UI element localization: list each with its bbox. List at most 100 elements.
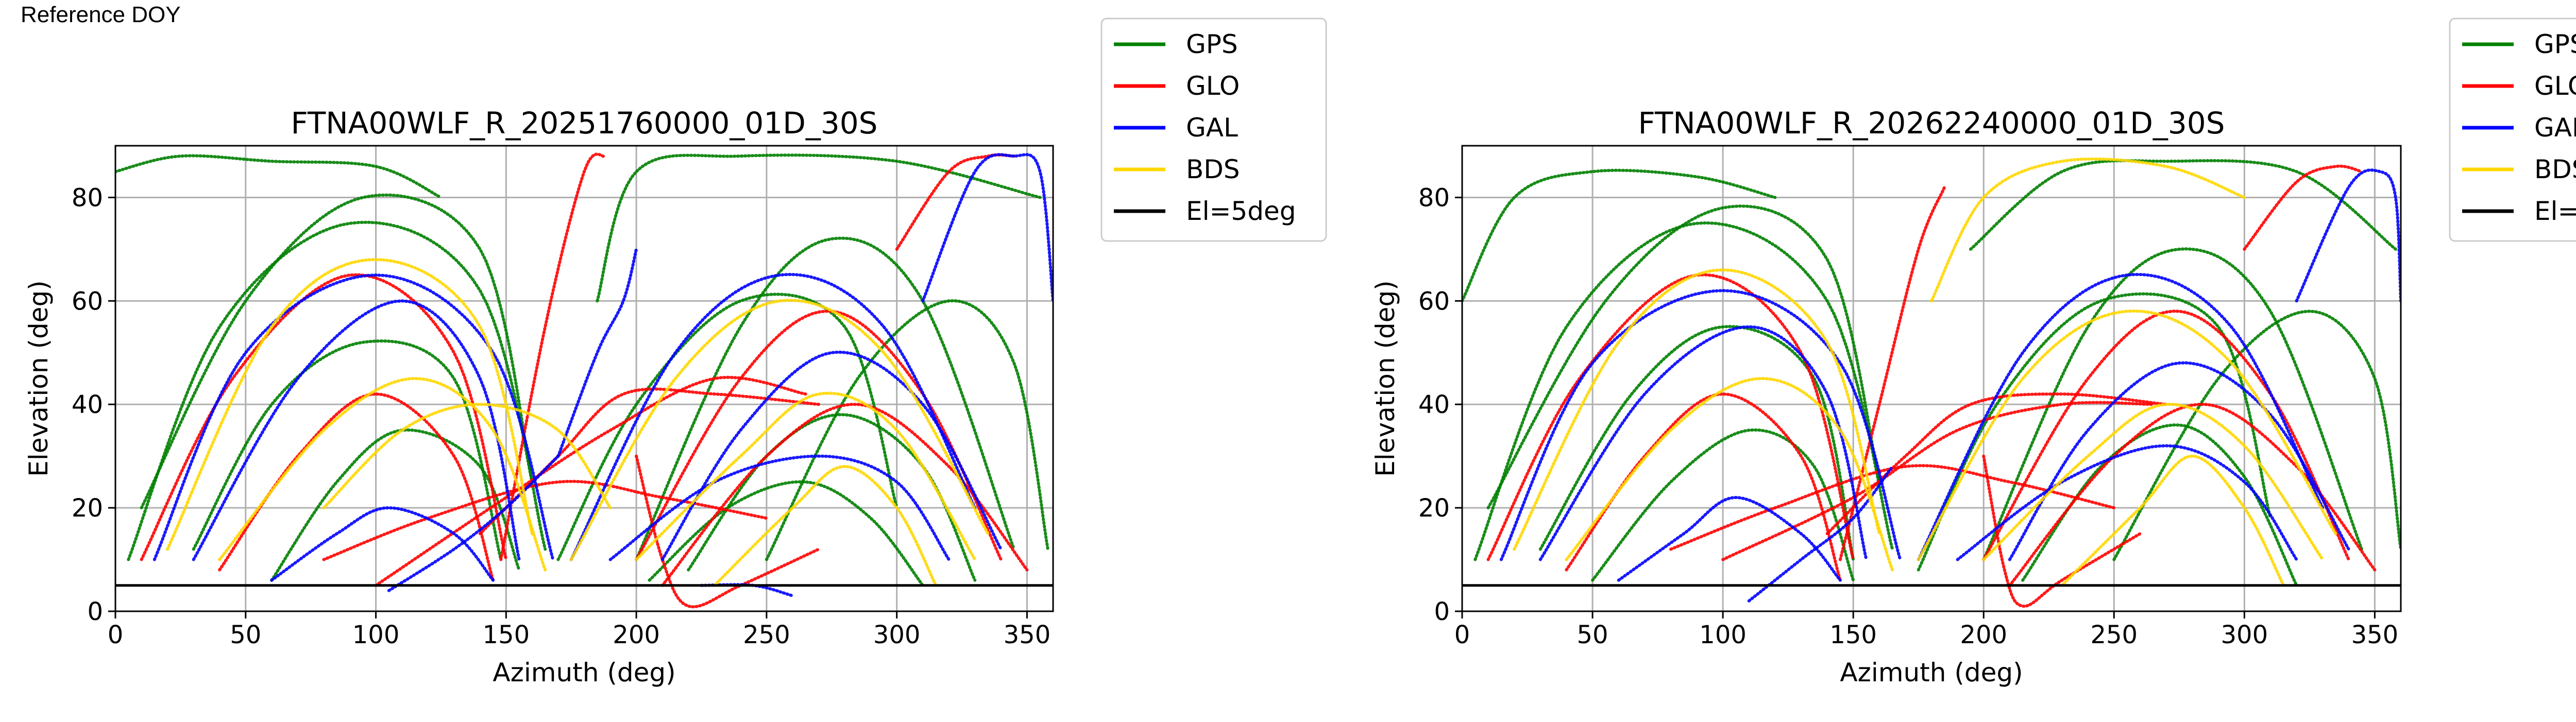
arc-glo bbox=[499, 152, 607, 561]
arc-gps bbox=[192, 339, 503, 561]
y-tick-label: 20 bbox=[1418, 494, 1450, 523]
y-tick-label: 20 bbox=[72, 494, 103, 523]
plot-area bbox=[1462, 157, 2401, 608]
arc-gps bbox=[556, 293, 899, 561]
arc-glo bbox=[1565, 392, 1842, 582]
arc-glo bbox=[1838, 185, 1946, 561]
y-tick-label: 80 bbox=[72, 183, 103, 212]
arc-gal bbox=[1747, 465, 1894, 603]
y-tick-label: 60 bbox=[72, 287, 103, 316]
arc-gps bbox=[1486, 204, 1881, 510]
arc-gal bbox=[1499, 289, 1902, 561]
series-glo bbox=[140, 152, 1029, 609]
arc-gps bbox=[635, 236, 1016, 561]
arc-gal bbox=[152, 273, 555, 561]
chart-title: FTNA00WLF_R_20251760000_01D_30S bbox=[291, 106, 878, 141]
legend-label: El=5deg bbox=[1186, 196, 1296, 226]
series-gps bbox=[1462, 159, 2401, 587]
arc-gps bbox=[596, 153, 1042, 303]
arc-gps bbox=[1591, 428, 1855, 582]
arc-gps bbox=[127, 220, 547, 561]
arc-gps bbox=[1462, 168, 1777, 303]
arc-bds bbox=[713, 465, 938, 587]
x-tick-label: 350 bbox=[1004, 621, 1051, 649]
legend-label: BDS bbox=[2534, 154, 2576, 184]
arc-gps bbox=[648, 480, 925, 587]
arc-glo bbox=[895, 153, 1016, 251]
arc-glo bbox=[374, 375, 807, 587]
arc-gps bbox=[140, 193, 534, 510]
plot-area bbox=[115, 152, 1053, 609]
legend-label: El=5deg bbox=[2534, 196, 2576, 226]
arc-gal bbox=[1917, 272, 2325, 561]
arc-glo bbox=[1825, 392, 2168, 536]
arc-glo bbox=[1721, 401, 2155, 561]
x-tick-label: 100 bbox=[1699, 621, 1747, 649]
arc-gps bbox=[1917, 292, 2272, 572]
arc-gps bbox=[1969, 159, 2397, 251]
x-axis-label: Azimuth (deg) bbox=[1840, 658, 2023, 687]
x-tick-label: 300 bbox=[873, 621, 921, 649]
y-axis-label: Elevation (deg) bbox=[1370, 280, 1400, 476]
y-tick-label: 0 bbox=[1434, 597, 1450, 626]
x-axis-label: Azimuth (deg) bbox=[493, 658, 675, 687]
y-tick-label: 80 bbox=[1418, 183, 1450, 212]
legend-box bbox=[2449, 18, 2576, 242]
legend: GPS GLO GAL BDS El=5deg bbox=[2449, 18, 2576, 242]
chart-2: 0 50 100 150 200 250 300 350 0 20 40 60 80 FTNA00WLF_… bbox=[1370, 18, 2576, 687]
reference-doy-label: Reference DOY bbox=[21, 2, 181, 27]
arc-glo bbox=[2243, 164, 2364, 251]
arc-gps bbox=[1982, 247, 2364, 561]
chart-title: FTNA00WLF_R_20262240000_01D_30S bbox=[1638, 106, 2225, 141]
arc-gal bbox=[387, 454, 560, 592]
x-tick-label: 300 bbox=[2221, 621, 2268, 649]
arc-gps bbox=[115, 154, 443, 199]
arc-gal bbox=[569, 272, 977, 561]
arc-gal bbox=[921, 153, 1053, 303]
arc-bds bbox=[635, 391, 977, 561]
x-tick-label: 150 bbox=[1829, 621, 1877, 649]
arc-gps bbox=[1538, 324, 1855, 561]
arc-glo bbox=[140, 273, 508, 561]
axes-frame bbox=[114, 145, 1054, 612]
arc-glo bbox=[2008, 403, 2377, 587]
arc-bds bbox=[1565, 376, 1894, 572]
legend-label: BDS bbox=[1186, 154, 1240, 184]
x-tick-label: 0 bbox=[1454, 621, 1470, 649]
axes-frame bbox=[1461, 145, 2402, 612]
y-tick-label: 40 bbox=[1418, 390, 1450, 419]
series-bds bbox=[1513, 157, 2337, 587]
series-gps bbox=[115, 153, 1049, 587]
arc-bds bbox=[166, 257, 534, 551]
x-tick-label: 0 bbox=[108, 621, 124, 649]
x-tick-label: 50 bbox=[230, 621, 261, 649]
y-tick-label: 60 bbox=[1418, 287, 1450, 316]
arc-glo bbox=[1982, 310, 2350, 561]
arc-bds bbox=[1513, 268, 1881, 551]
arc-bds bbox=[1982, 403, 2325, 561]
arc-gal bbox=[1956, 444, 2298, 561]
x-tick-label: 100 bbox=[352, 621, 400, 649]
legend-label: GLO bbox=[1186, 71, 1240, 101]
arc-glo bbox=[322, 479, 768, 561]
arc-gps bbox=[2112, 310, 2401, 561]
chart-1: 0 50 100 150 200 250 300 350 0 20 40 60 80 FTNA00WLF_… bbox=[24, 18, 1327, 687]
arc-bds bbox=[1930, 157, 2246, 303]
arc-gps bbox=[1473, 221, 1894, 561]
arc-bds bbox=[322, 403, 612, 510]
arc-bds bbox=[218, 376, 547, 572]
x-tick-label: 50 bbox=[1577, 621, 1608, 649]
arc-gal bbox=[2295, 168, 2401, 303]
arc-bds bbox=[569, 299, 990, 561]
y-axis-label: Elevation (deg) bbox=[24, 280, 54, 476]
legend-box bbox=[1100, 18, 1327, 242]
x-tick-label: 250 bbox=[2090, 621, 2138, 649]
legend-label: GPS bbox=[2534, 29, 2576, 59]
series-gal bbox=[1499, 168, 2401, 603]
arc-bds bbox=[1917, 309, 2337, 561]
arc-gal bbox=[270, 506, 495, 582]
legend-label: GPS bbox=[1186, 29, 1238, 59]
arc-gal bbox=[1538, 325, 1868, 561]
arc-glo bbox=[660, 403, 1029, 587]
